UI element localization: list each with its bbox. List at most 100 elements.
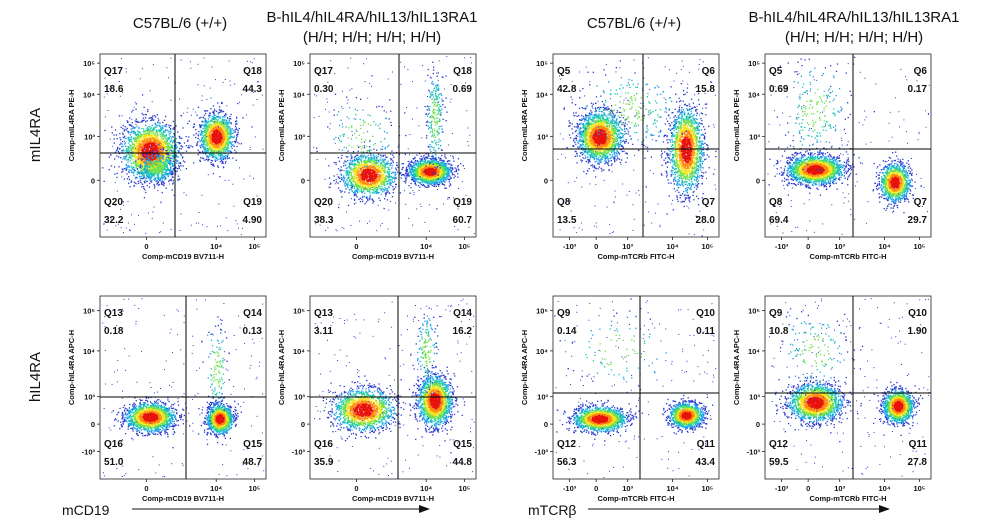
event-dot — [224, 116, 226, 118]
event-dot — [212, 125, 214, 127]
event-dot — [170, 157, 172, 159]
event-dot — [164, 163, 166, 166]
event-dot — [158, 144, 160, 146]
event-dot — [173, 153, 176, 155]
event-dot — [210, 135, 212, 137]
event-dot — [162, 164, 164, 167]
event-dot — [253, 58, 255, 60]
event-dot — [163, 140, 165, 142]
event-dot — [137, 164, 139, 166]
event-dot — [153, 156, 155, 158]
event-dot — [159, 147, 161, 149]
event-dot — [153, 139, 155, 141]
quadrant-name: Q17 — [104, 66, 123, 77]
event-dot — [153, 131, 155, 133]
event-dot — [141, 160, 143, 162]
event-dot — [230, 118, 232, 120]
event-dot — [177, 160, 179, 162]
event-dot — [210, 126, 212, 128]
event-dot — [236, 123, 238, 125]
event-dot — [172, 120, 174, 123]
event-dot — [207, 155, 209, 158]
event-dot — [151, 147, 153, 149]
event-dot — [146, 170, 148, 172]
event-dot — [121, 143, 123, 145]
event-dot — [209, 151, 212, 153]
event-dot — [201, 136, 203, 139]
event-dot — [241, 227, 243, 229]
event-dot — [212, 149, 214, 151]
event-dot — [217, 117, 219, 119]
event-dot — [146, 166, 148, 168]
event-dot — [144, 134, 146, 136]
event-dot — [128, 142, 130, 144]
event-dot — [156, 125, 158, 127]
event-dot — [153, 206, 155, 208]
event-dot — [223, 129, 225, 131]
event-dot — [137, 142, 139, 145]
event-dot — [225, 146, 228, 149]
event-dot — [162, 181, 165, 184]
event-dot — [158, 151, 161, 153]
event-dot — [139, 163, 141, 165]
event-dot — [213, 137, 215, 139]
event-dot — [155, 160, 157, 163]
event-dot — [214, 137, 216, 139]
event-dot — [140, 156, 142, 159]
event-dot — [213, 147, 215, 149]
event-dot — [155, 145, 157, 147]
event-dot — [219, 116, 221, 118]
event-dot — [143, 163, 146, 165]
event-dot — [176, 162, 178, 164]
event-dot — [159, 135, 162, 137]
event-dot — [207, 142, 209, 145]
event-dot — [222, 148, 225, 150]
event-dot — [223, 156, 226, 158]
event-dot — [141, 112, 143, 115]
event-dot — [161, 158, 163, 160]
event-dot — [134, 156, 136, 158]
event-dot — [135, 138, 137, 140]
event-dot — [161, 141, 163, 143]
event-dot — [122, 133, 124, 136]
event-dot — [160, 147, 162, 150]
event-dot — [130, 169, 133, 172]
event-dot — [159, 149, 161, 151]
event-dot — [157, 150, 160, 152]
event-dot — [158, 124, 160, 126]
event-dot — [222, 158, 225, 160]
event-dot — [135, 145, 138, 147]
event-dot — [157, 154, 159, 156]
event-dot — [153, 143, 155, 145]
event-dot — [207, 157, 210, 159]
event-dot — [148, 147, 151, 149]
event-dot — [126, 167, 128, 169]
event-dot — [225, 113, 227, 115]
event-dot — [150, 140, 152, 142]
event-dot — [217, 139, 219, 141]
event-dot — [143, 149, 145, 151]
event-dot — [127, 164, 129, 167]
event-dot — [224, 140, 226, 142]
event-dot — [227, 121, 229, 124]
event-dot — [162, 166, 164, 168]
event-dot — [146, 130, 148, 132]
event-dot — [208, 127, 211, 129]
event-dot — [134, 169, 136, 172]
event-dot — [388, 192, 391, 194]
event-dot — [128, 136, 130, 138]
column-header-1: C57BL/6 (+/+) — [133, 15, 227, 32]
event-dot — [166, 160, 168, 162]
event-dot — [204, 118, 206, 120]
event-dot — [229, 138, 231, 140]
event-dot — [133, 145, 135, 147]
event-dot — [149, 161, 152, 163]
event-dot — [135, 137, 137, 139]
event-dot — [175, 144, 177, 146]
event-dot — [139, 145, 142, 147]
event-dot — [154, 116, 157, 118]
event-dot — [215, 157, 217, 159]
event-dot — [167, 77, 169, 79]
event-dot — [151, 149, 154, 151]
event-dot — [195, 222, 197, 224]
